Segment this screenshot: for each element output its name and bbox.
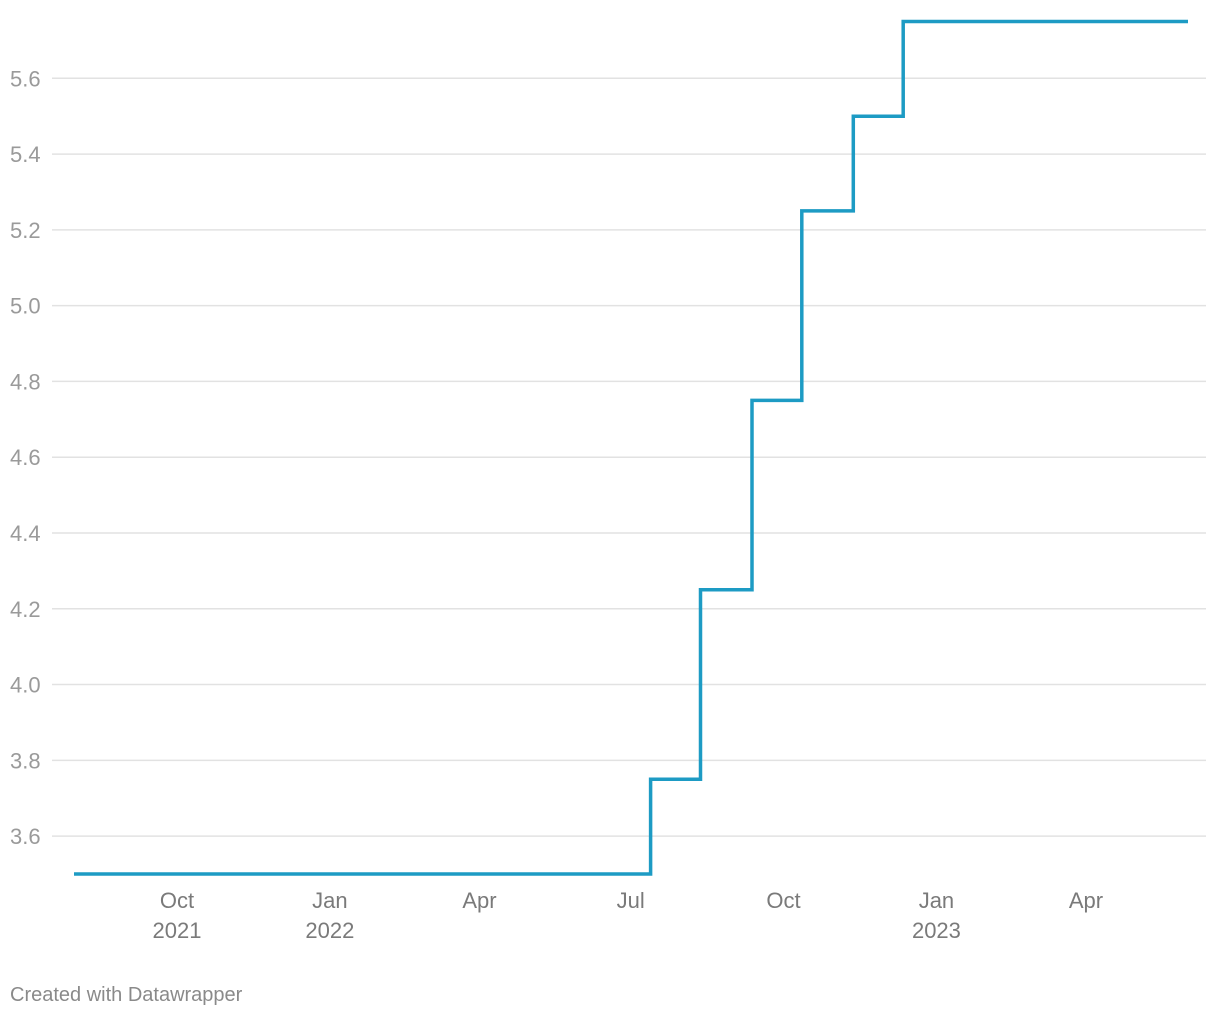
x-tick-year: 2022 (305, 918, 354, 943)
y-tick-label: 5.2 (10, 218, 41, 243)
data-point (72, 872, 76, 876)
x-tick-month: Oct (160, 888, 194, 913)
series-group (72, 19, 1190, 876)
x-tick-month: Jul (617, 888, 645, 913)
data-point (698, 588, 702, 592)
y-tick-label: 4.4 (10, 521, 41, 546)
data-point (649, 777, 653, 781)
y-tick-label: 4.8 (10, 369, 41, 394)
gridlines (52, 77, 1206, 837)
credit-text: Created with Datawrapper (10, 984, 243, 1006)
y-tick-label: 5.6 (10, 66, 41, 91)
y-tick-label: 4.0 (10, 673, 41, 698)
y-axis-ticks: 3.6 3.8 4.0 4.2 4.4 4.6 4.8 5.0 5.2 5.4 5.6 (10, 66, 41, 849)
data-point (750, 398, 754, 402)
y-tick-label: 5.4 (10, 142, 41, 167)
x-tick-month: Oct (766, 888, 800, 913)
series-line (74, 19, 1188, 876)
y-tick-label: 4.6 (10, 445, 41, 470)
data-point (901, 19, 905, 23)
x-tick-month: Apr (462, 888, 496, 913)
y-tick-label: 5.0 (10, 294, 41, 319)
x-tick-year: 2023 (912, 918, 961, 943)
data-point (1186, 19, 1190, 23)
x-tick-month: Apr (1069, 888, 1103, 913)
y-tick-label: 3.8 (10, 748, 41, 773)
step-line-chart: 3.6 3.8 4.0 4.2 4.4 4.6 4.8 5.0 5.2 5.4 5.6 Oct 202… (10, 19, 1206, 943)
data-point (851, 114, 855, 118)
x-tick-month: Jan (312, 888, 347, 913)
x-tick-year: 2021 (153, 918, 202, 943)
y-tick-label: 4.2 (10, 597, 41, 622)
y-tick-label: 3.6 (10, 824, 41, 849)
x-tick-month: Jan (919, 888, 954, 913)
data-point (800, 209, 804, 213)
x-axis-ticks: Oct 2021 Jan 2022 Apr Jul Oct Jan 2023 Apr (153, 888, 1104, 943)
